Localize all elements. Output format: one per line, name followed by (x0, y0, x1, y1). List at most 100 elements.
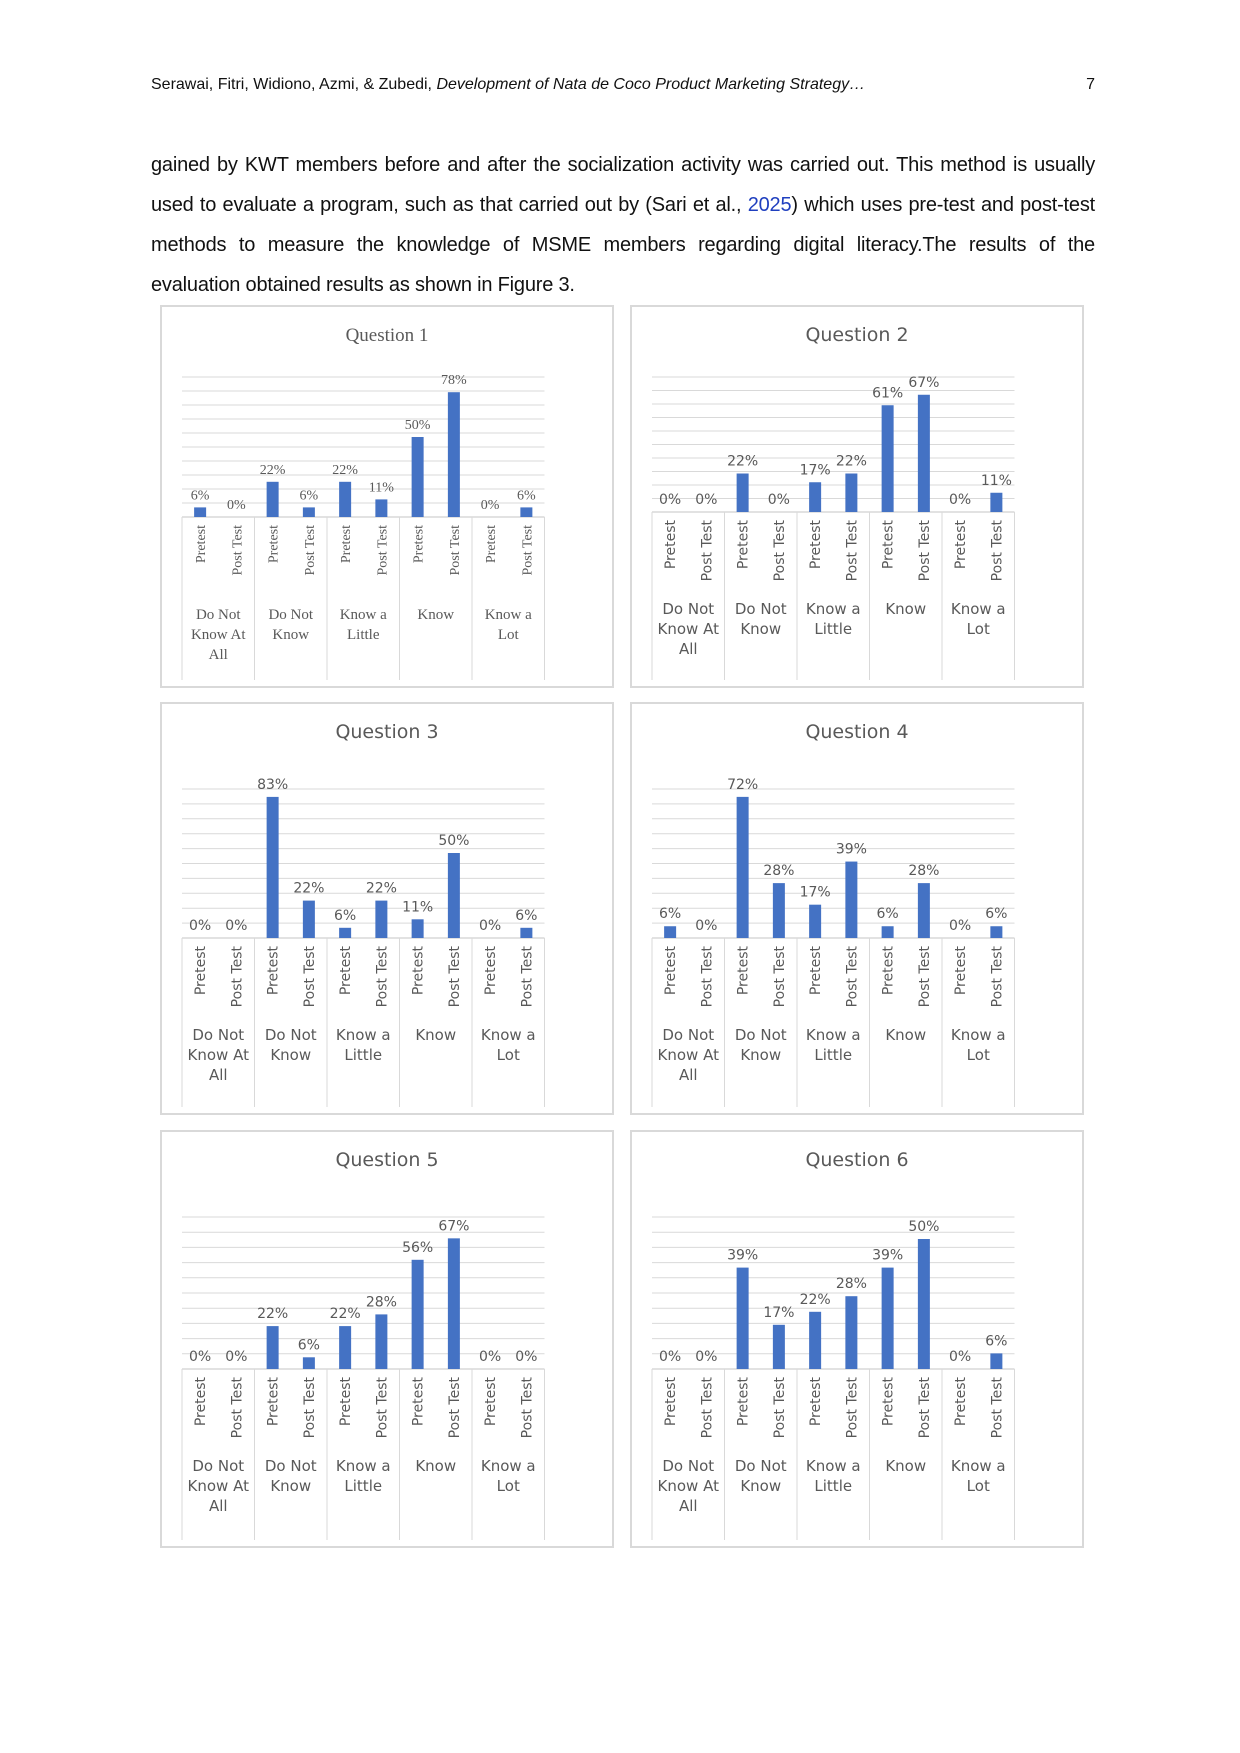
data-label: 0% (768, 492, 790, 508)
chart-title: Question 2 (805, 324, 908, 346)
bar-label: Post Test (917, 519, 933, 581)
data-label: 0% (515, 1349, 537, 1365)
data-label: 17% (800, 885, 831, 901)
bar-label: Post Test (519, 945, 535, 1007)
bar (411, 437, 424, 517)
bar-label: Pretest (194, 525, 209, 563)
category-label: Know a Lot (481, 1026, 536, 1064)
data-label: 11% (369, 480, 394, 495)
data-label: 22% (800, 1292, 831, 1308)
category-label: Know (415, 1026, 456, 1044)
data-label: 0% (479, 1349, 501, 1365)
bar (447, 1238, 460, 1369)
bar (736, 1267, 749, 1369)
data-label: 6% (877, 906, 899, 922)
bar-label: Pretest (808, 946, 824, 996)
bar (411, 1259, 424, 1369)
data-label: 67% (438, 1218, 469, 1234)
bar (881, 926, 894, 938)
bar-label: Post Test (772, 1376, 788, 1438)
data-label: 0% (225, 918, 247, 934)
bar (845, 473, 858, 512)
data-label: 39% (872, 1248, 903, 1264)
chart-svg: Question 3 0% Pretest 0% Post Test Do Not Know… (181, 721, 545, 1107)
category-label: Know a Little (806, 600, 861, 638)
data-label: 6% (191, 488, 210, 503)
bar-label: Post Test (772, 945, 788, 1007)
header-citation: Serawai, Fitri, Widiono, Azmi, & Zubedi,… (151, 76, 865, 94)
bar-label: Post Test (844, 945, 860, 1007)
bar (772, 883, 785, 938)
bar (772, 1324, 785, 1369)
data-label: 0% (949, 918, 971, 934)
data-label: 28% (366, 1294, 397, 1310)
header-authors: Serawai, Fitri, Widiono, Azmi, & Zubedi, (151, 76, 437, 93)
bar (302, 1357, 315, 1369)
paragraph-text-end: ) which uses pre-test and post-test meth… (151, 194, 1095, 296)
data-label: 6% (298, 1337, 320, 1353)
bar-label: Pretest (266, 946, 282, 996)
bar-label: Pretest (412, 525, 427, 563)
bar (302, 507, 315, 517)
bar-label: Pretest (411, 946, 427, 996)
bar-label: Post Test (989, 1376, 1005, 1438)
data-label: 0% (225, 1349, 247, 1365)
data-label: 6% (300, 488, 319, 503)
data-label: 0% (227, 498, 246, 513)
category-label: Know a Little (806, 1026, 861, 1064)
bar-label: Post Test (374, 1376, 390, 1438)
bar-label: Post Test (375, 525, 390, 576)
data-label: 0% (189, 918, 211, 934)
bar (447, 853, 460, 938)
chart-question-6: Question 6 0% Pretest 0% Post Test Do Not Know… (630, 1130, 1084, 1548)
chart-question-3: Question 3 0% Pretest 0% Post Test Do Not Know… (160, 702, 614, 1115)
body-paragraph: gained by KWT members before and after t… (151, 145, 1095, 305)
bar-label: Post Test (302, 1376, 318, 1438)
bar (375, 1314, 388, 1369)
chart-question-4: Question 4 6% Pretest 0% Post Test Do Not Know… (630, 702, 1084, 1115)
chart-svg: Question 2 0% Pretest 0% Post Test Do Not Know… (651, 324, 1015, 680)
bar-label: Pretest (881, 946, 897, 996)
citation-link[interactable]: 2025 (747, 194, 792, 216)
data-label: 6% (659, 906, 681, 922)
data-label: 0% (949, 1349, 971, 1365)
bar (266, 1326, 279, 1369)
data-label: 6% (515, 908, 537, 924)
category-label: Know (885, 1457, 926, 1475)
bar (990, 926, 1003, 938)
bar-label: Post Test (917, 1376, 933, 1438)
bar (917, 1239, 930, 1369)
data-label: 0% (949, 492, 971, 508)
data-label: 22% (366, 881, 397, 897)
data-label: 0% (695, 1349, 717, 1365)
bar (809, 1311, 822, 1369)
bar-label: Pretest (881, 520, 897, 570)
bar-label: Post Test (772, 519, 788, 581)
data-label: 39% (727, 1248, 758, 1264)
data-label: 28% (908, 863, 939, 879)
bar-label: Post Test (303, 525, 318, 576)
category-label: Do Not Know (268, 607, 313, 643)
bar (664, 926, 677, 938)
category-label: Know a Lot (485, 607, 532, 643)
bar-label: Post Test (520, 525, 535, 576)
data-label: 0% (659, 1349, 681, 1365)
bar-label: Post Test (448, 525, 463, 576)
bar-label: Pretest (483, 1377, 499, 1427)
bar-label: Post Test (917, 945, 933, 1007)
bar (520, 927, 533, 938)
bar-label: Pretest (953, 520, 969, 570)
bar (881, 1267, 894, 1369)
data-label: 72% (727, 777, 758, 793)
category-label: Do Not Know At All (188, 1026, 250, 1084)
bar (990, 1353, 1003, 1369)
bar-label: Post Test (844, 519, 860, 581)
category-label: Know (415, 1457, 456, 1475)
bar (302, 900, 315, 938)
bar-label: Pretest (953, 946, 969, 996)
category-label: Know a Lot (951, 600, 1006, 638)
bar-label: Pretest (193, 1377, 209, 1427)
bar (990, 492, 1003, 512)
bar-label: Pretest (808, 1377, 824, 1427)
bar (917, 394, 930, 512)
